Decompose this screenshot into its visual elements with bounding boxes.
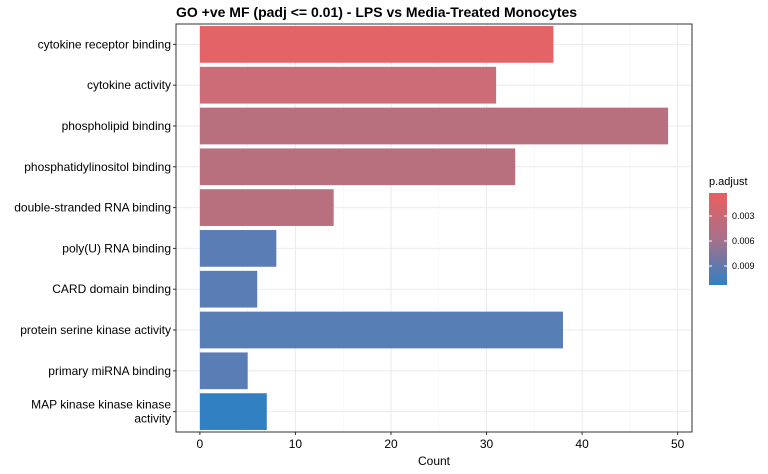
- legend-title: p.adjust: [709, 176, 748, 188]
- bar: [199, 26, 554, 63]
- bar: [199, 270, 258, 308]
- bar: [199, 107, 669, 145]
- category-label: double-stranded RNA binding: [14, 201, 171, 215]
- legend-tick-label: 0.006: [732, 236, 755, 246]
- bar: [199, 352, 248, 390]
- category-label: cytokine receptor binding: [38, 37, 171, 51]
- category-label: phosphatidylinositol binding: [24, 160, 171, 174]
- plot-panel-border: [175, 23, 693, 433]
- category-label: poly(U) RNA binding: [62, 241, 171, 255]
- x-tick-label: 30: [480, 437, 494, 451]
- legend-tick-label: 0.009: [732, 261, 755, 271]
- bar: [199, 230, 277, 267]
- legend: p.adjust 0.003 0.006 0.009: [709, 176, 755, 285]
- bar: [199, 148, 516, 186]
- category-label: phospholipid binding: [62, 119, 171, 133]
- x-tick-label: 50: [671, 437, 685, 451]
- chart-title: GO +ve MF (padj <= 0.01) - LPS vs Media-…: [176, 4, 577, 20]
- legend-tick-label: 0.003: [732, 211, 755, 221]
- category-label: MAP kinase kinase kinase activity: [31, 398, 171, 426]
- x-axis-title: Count: [418, 454, 451, 468]
- legend-ticks: 0.003 0.006 0.009: [709, 211, 755, 271]
- category-label: primary miRNA binding: [48, 364, 171, 378]
- category-label: protein serine kinase activity: [20, 323, 171, 337]
- x-tick-label: 40: [575, 437, 589, 451]
- bar: [199, 311, 563, 349]
- bar: [199, 393, 267, 430]
- legend-colorbar: [709, 193, 727, 285]
- bars: [199, 26, 669, 430]
- category-label: cytokine activity: [87, 78, 171, 92]
- x-tick-label: 20: [384, 437, 398, 451]
- category-labels: cytokine receptor binding cytokine activi…: [14, 37, 176, 426]
- bar: [199, 189, 334, 226]
- x-tick-label: 10: [289, 437, 303, 451]
- x-tick-label: 0: [197, 437, 204, 451]
- bar: [199, 66, 497, 104]
- category-label: CARD domain binding: [52, 282, 171, 296]
- x-axis-ticks: 0 10 20 30 40 50: [197, 432, 685, 451]
